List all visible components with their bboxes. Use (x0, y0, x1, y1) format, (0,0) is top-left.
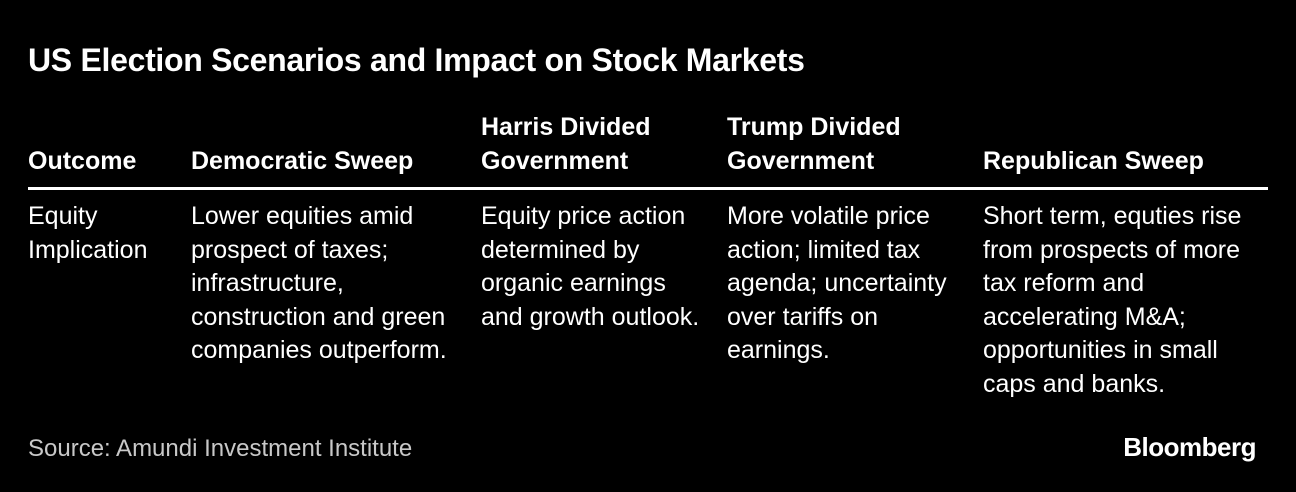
source: Source: Amundi Investment Institute (28, 435, 413, 462)
column-header: Republican Sweep (983, 146, 1204, 175)
table-cell: More volatile price action; limited tax … (727, 202, 947, 364)
table-cell: Short term, equties rise from prospects … (983, 202, 1242, 398)
column-header: Harris Divided Government (481, 113, 651, 175)
table-cell: Equity price action determined by organi… (481, 202, 700, 331)
column-header: Outcome (28, 146, 137, 175)
table-cell: Lower equities amid prospect of taxes; i… (191, 202, 447, 364)
column-header: Democratic Sweep (191, 146, 414, 175)
table-header: Outcome Democratic Sweep Harris Divided … (28, 108, 1268, 178)
brand: Bloomberg (1123, 432, 1256, 462)
table-cell: Equity Implication (28, 202, 148, 264)
title: US Election Scenarios and Impact on Stoc… (28, 42, 805, 78)
header-rule (28, 187, 1268, 190)
column-header: Trump Divided Government (727, 113, 901, 175)
